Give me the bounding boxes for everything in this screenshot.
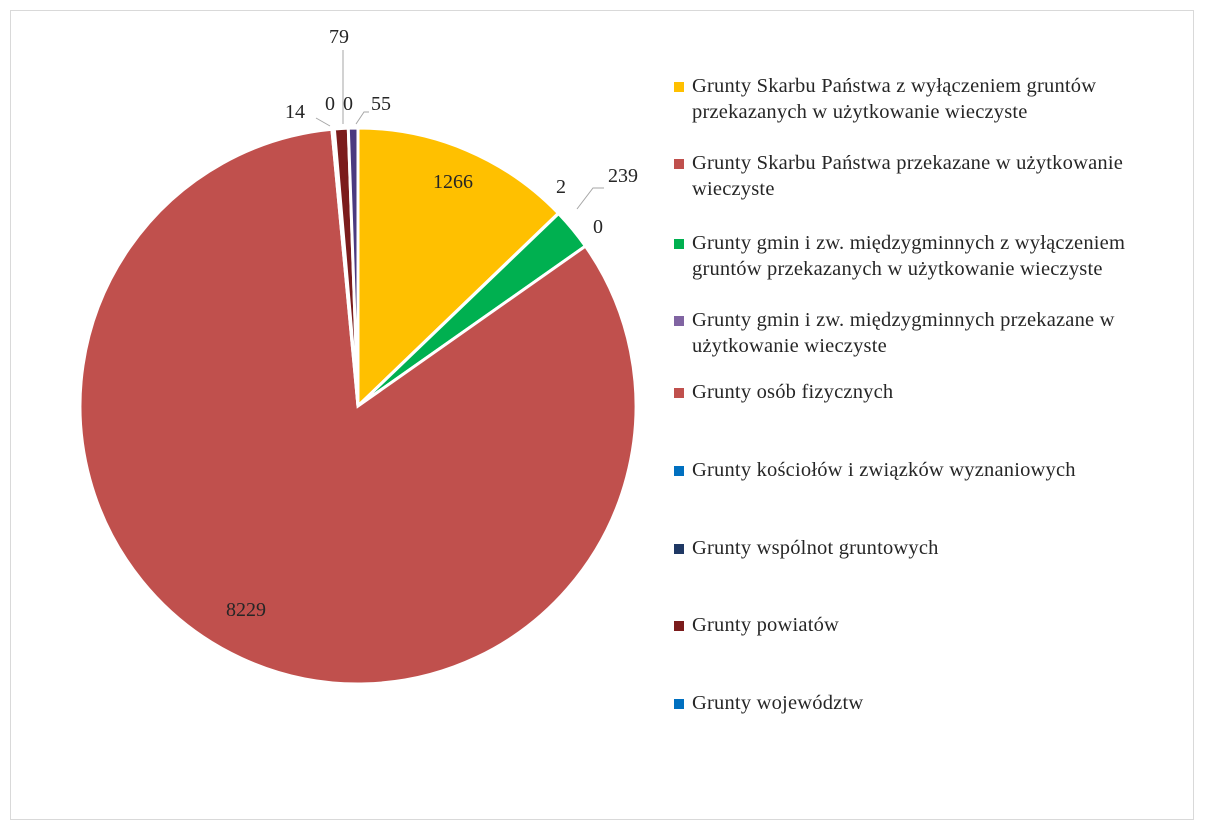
legend-label: Grunty kościołów i związków wyznaniowych bbox=[692, 459, 1076, 481]
legend-label: Grunty powiatów bbox=[692, 614, 840, 636]
data-label: 79 bbox=[329, 26, 349, 48]
pie-slice bbox=[356, 126, 561, 410]
legend-item: Grunty osób fizycznych bbox=[674, 379, 1144, 405]
leader-line bbox=[315, 117, 331, 127]
legend-label: Grunty gmin i zw. międzygminnych z wyłąc… bbox=[692, 232, 1126, 280]
legend-swatch bbox=[674, 388, 684, 398]
legend-swatch bbox=[674, 239, 684, 249]
legend-label: Grunty osób fizycznych bbox=[692, 381, 894, 403]
legend-label: Grunty gmin i zw. międzygminnych przekaz… bbox=[692, 309, 1115, 357]
leader-line bbox=[576, 187, 604, 210]
legend-swatch bbox=[674, 82, 684, 92]
legend-item: Grunty kościołów i związków wyznaniowych bbox=[674, 457, 1144, 483]
data-label: 239 bbox=[608, 165, 638, 187]
data-label: 0 bbox=[343, 93, 353, 115]
data-label: 1266 bbox=[433, 171, 473, 193]
pie-slice bbox=[78, 127, 638, 686]
leader-line bbox=[355, 111, 369, 125]
legend-swatch bbox=[674, 466, 684, 476]
pie-slice bbox=[346, 126, 360, 407]
legend-item: Grunty powiatów bbox=[674, 612, 1144, 638]
legend-item: Grunty Skarbu Państwa przekazane w użytk… bbox=[674, 150, 1144, 202]
chart-area bbox=[10, 10, 1194, 820]
data-label: 2 bbox=[556, 176, 566, 198]
data-label: 55 bbox=[371, 93, 391, 115]
data-label: 8229 bbox=[226, 599, 266, 621]
legend-swatch bbox=[674, 621, 684, 631]
data-label: 0 bbox=[325, 93, 335, 115]
legend-swatch bbox=[674, 699, 684, 709]
legend-swatch bbox=[674, 316, 684, 326]
legend-item: Grunty gmin i zw. międzygminnych przekaz… bbox=[674, 307, 1144, 359]
legend-swatch bbox=[674, 159, 684, 169]
legend-label: Grunty wspólnot gruntowych bbox=[692, 537, 939, 559]
data-label: 14 bbox=[285, 101, 305, 123]
legend-item: Grunty województw bbox=[674, 690, 1144, 716]
legend-swatch bbox=[674, 544, 684, 554]
data-label: 0 bbox=[593, 216, 603, 238]
legend-item: Grunty Skarbu Państwa z wyłączeniem grun… bbox=[674, 73, 1144, 125]
legend-label: Grunty Skarbu Państwa przekazane w użytk… bbox=[692, 152, 1124, 200]
legend-item: Grunty wspólnot gruntowych bbox=[674, 535, 1144, 561]
legend-label: Grunty województw bbox=[692, 692, 864, 714]
legend-label: Grunty Skarbu Państwa z wyłączeniem grun… bbox=[692, 75, 1097, 123]
legend-item: Grunty gmin i zw. międzygminnych z wyłąc… bbox=[674, 230, 1144, 282]
